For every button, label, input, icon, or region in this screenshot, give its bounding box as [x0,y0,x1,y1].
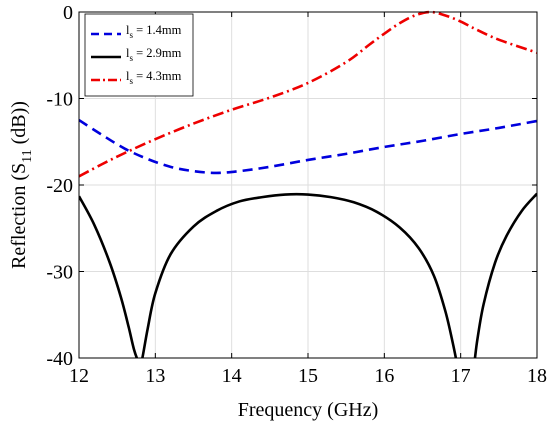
legend: ls = 1.4mm ls = 2.9mm ls = 4.3mm [84,13,194,97]
x-axis-label: Frequency (GHz) [238,399,379,421]
legend-box [84,13,194,97]
y-tick-label: -10 [46,89,73,111]
legend-label-1: ls = 1.4mm [126,23,182,40]
x-tick-label: 16 [374,365,394,387]
legend-entry-3: ls = 4.3mm [91,69,182,86]
y-tick-labels: 0 -10 -20 -30 -40 [46,2,73,370]
y-axis-label: Reflection (S11 (dB)) [8,101,35,269]
data-series [79,10,537,358]
series-line-3 [79,10,537,178]
y-tick-label: -20 [46,175,73,197]
x-tick-label: 12 [69,365,89,387]
y-tick-label: -30 [46,262,73,284]
y-axis-label-main: Reflection (S [8,163,30,269]
x-tick-label: 15 [298,365,318,387]
x-tick-labels: 12 13 14 15 16 17 18 [69,365,547,387]
y-tick-label: -40 [46,348,73,370]
legend-entry-2: ls = 2.9mm [91,46,182,63]
x-tick-label: 17 [451,365,471,387]
y-axis-label-end: (dB)) [8,101,30,149]
y-tick-label: 0 [63,2,73,24]
y-axis-label-subscript: 11 [20,149,35,162]
x-tick-label: 13 [145,365,165,387]
x-tick-label: 14 [222,365,242,387]
series-line-2 [79,192,537,358]
x-tick-label: 18 [527,365,547,387]
series-line-1 [79,119,537,175]
legend-entry-1: ls = 1.4mm [91,23,182,40]
legend-label-2: ls = 2.9mm [126,46,182,63]
legend-label-3: ls = 4.3mm [126,69,182,86]
